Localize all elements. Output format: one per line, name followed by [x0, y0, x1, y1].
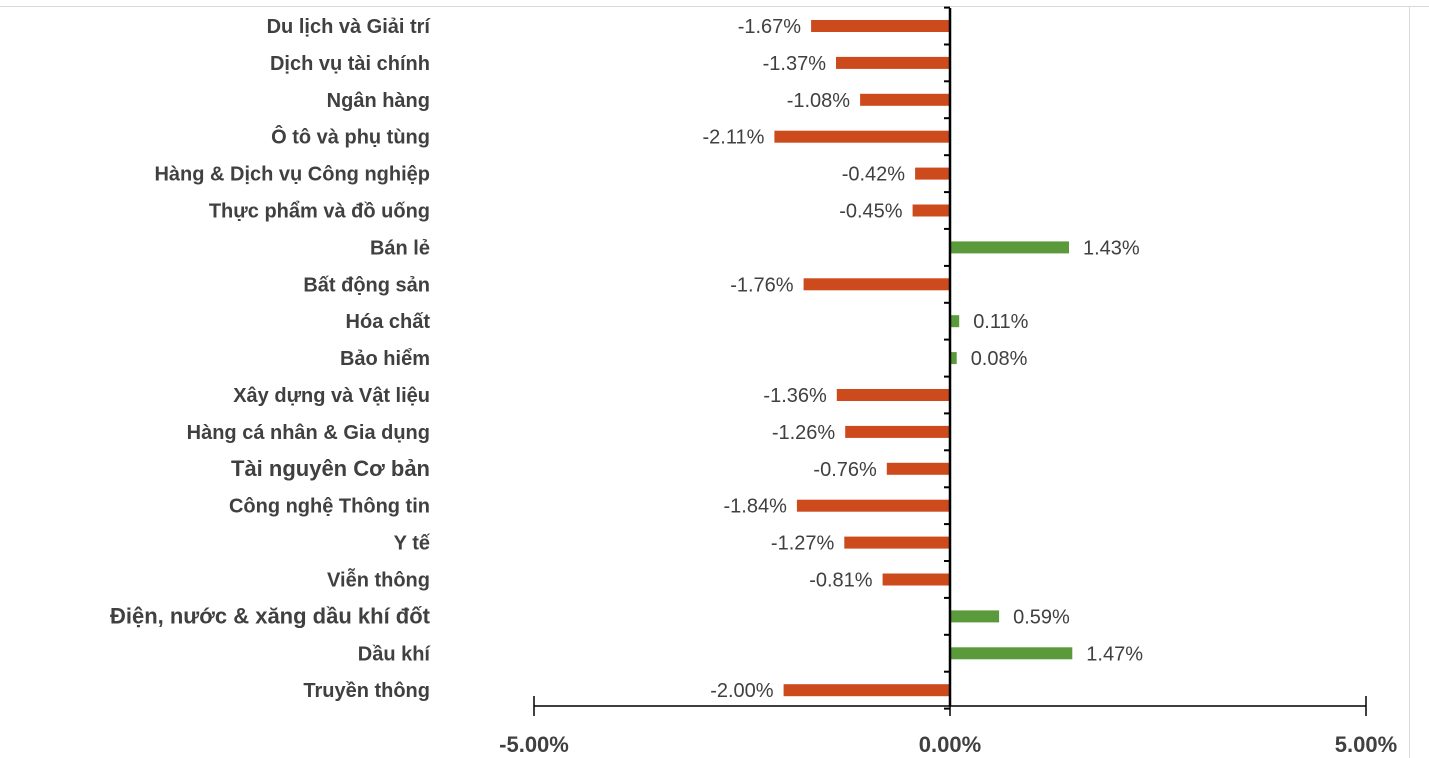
category-label-xay-dung-va-vat-lieu: Xây dựng và Vật liệu: [233, 385, 430, 407]
value-label-truyen-thong: -2.00%: [710, 680, 774, 702]
value-label-hang-dich-vu-cong-nghiep: -0.42%: [842, 164, 906, 186]
value-label-dien-nuoc-xang-dau-khi-dot: 0.59%: [1013, 606, 1070, 628]
bar-thuc-pham-va-do-uong: [912, 204, 950, 217]
category-label-bao-hiem: Bảo hiểm: [340, 348, 430, 370]
value-label-hang-ca-nhan-gia-dung: -1.26%: [772, 422, 836, 444]
value-label-dich-vu-tai-chinh: -1.37%: [763, 53, 827, 75]
value-label-ban-le: 1.43%: [1083, 237, 1140, 259]
bar-vien-thong: [882, 573, 950, 586]
category-label-hang-dich-vu-cong-nghiep: Hàng & Dịch vụ Công nghiệp: [154, 164, 430, 186]
value-label-xay-dung-va-vat-lieu: -1.36%: [763, 385, 827, 407]
axis-layer: [533, 6, 1367, 716]
category-label-o-to-va-phu-tung: Ô tô và phụ tùng: [271, 125, 430, 149]
bar-y-te: [844, 536, 950, 549]
bar-ngan-hang: [860, 93, 950, 106]
value-label-y-te: -1.27%: [771, 533, 835, 555]
bar-xay-dung-va-vat-lieu: [836, 389, 950, 401]
bar-hang-dich-vu-cong-nghiep: [915, 167, 950, 180]
category-label-truyen-thong: Truyền thông: [303, 680, 430, 702]
bar-hoa-chat: [950, 315, 960, 328]
bar-dien-nuoc-xang-dau-khi-dot: [950, 610, 1000, 623]
value-label-hoa-chat: 0.11%: [973, 311, 1028, 333]
category-label-dich-vu-tai-chinh: Dịch vụ tài chính: [270, 53, 430, 75]
value-label-bat-dong-san: -1.76%: [730, 274, 794, 296]
value-label-ngan-hang: -1.08%: [787, 90, 851, 112]
value-axis-tick-label: -5.00%: [499, 732, 569, 757]
bar-ban-le: [950, 241, 1069, 254]
value-label-cong-nghe-thong-tin: -1.84%: [724, 496, 788, 518]
labels-layer: Du lịch và Giải trí -1.67% Dịch vụ tài chí…: [110, 16, 1397, 757]
value-axis-tick-label: 0.00%: [919, 732, 981, 757]
value-label-o-to-va-phu-tung: -2.11%: [703, 127, 765, 149]
category-label-thuc-pham-va-do-uong: Thực phẩm và đồ uống: [209, 201, 430, 223]
bar-dich-vu-tai-chinh: [836, 56, 950, 69]
category-label-tai-nguyen-co-ban: Tài nguyên Cơ bản: [231, 456, 430, 481]
value-label-dau-khi: 1.47%: [1086, 643, 1143, 665]
category-label-hoa-chat: Hóa chất: [346, 311, 431, 333]
bar-bao-hiem: [950, 352, 957, 365]
bar-tai-nguyen-co-ban: [886, 462, 950, 475]
category-label-ngan-hang: Ngân hàng: [327, 90, 430, 112]
category-label-bat-dong-san: Bất động sản: [303, 274, 430, 296]
category-label-cong-nghe-thong-tin: Công nghệ Thông tin: [229, 496, 430, 518]
category-label-y-te: Y tế: [394, 533, 431, 555]
bar-truyen-thong: [783, 684, 950, 697]
chart-frame-top: [0, 6, 1429, 7]
bar-o-to-va-phu-tung: [774, 130, 950, 143]
category-label-dau-khi: Dầu khí: [358, 643, 432, 665]
value-label-tai-nguyen-co-ban: -0.76%: [813, 459, 877, 481]
chart-frame-right: [1409, 6, 1410, 758]
bar-dau-khi: [950, 647, 1073, 660]
bars-layer: [774, 20, 1073, 697]
value-axis-tick-label: 5.00%: [1335, 732, 1397, 757]
value-label-thuc-pham-va-do-uong: -0.45%: [839, 201, 903, 223]
value-label-vien-thong: -0.81%: [809, 570, 873, 592]
bar-du-lich-va-giai-tri: [811, 20, 950, 32]
category-label-dien-nuoc-xang-dau-khi-dot: Điện, nước & xăng dầu khí đốt: [110, 603, 431, 628]
bar-hang-ca-nhan-gia-dung: [845, 425, 950, 438]
category-label-hang-ca-nhan-gia-dung: Hàng cá nhân & Gia dụng: [187, 422, 430, 444]
category-label-du-lich-va-giai-tri: Du lịch và Giải trí: [267, 16, 432, 38]
category-label-vien-thong: Viễn thông: [327, 568, 430, 592]
bar-bat-dong-san: [803, 278, 950, 291]
value-label-du-lich-va-giai-tri: -1.67%: [738, 16, 802, 38]
category-label-ban-le: Bán lẻ: [370, 237, 430, 259]
value-label-bao-hiem: 0.08%: [971, 348, 1028, 370]
bar-cong-nghe-thong-tin: [796, 499, 950, 512]
